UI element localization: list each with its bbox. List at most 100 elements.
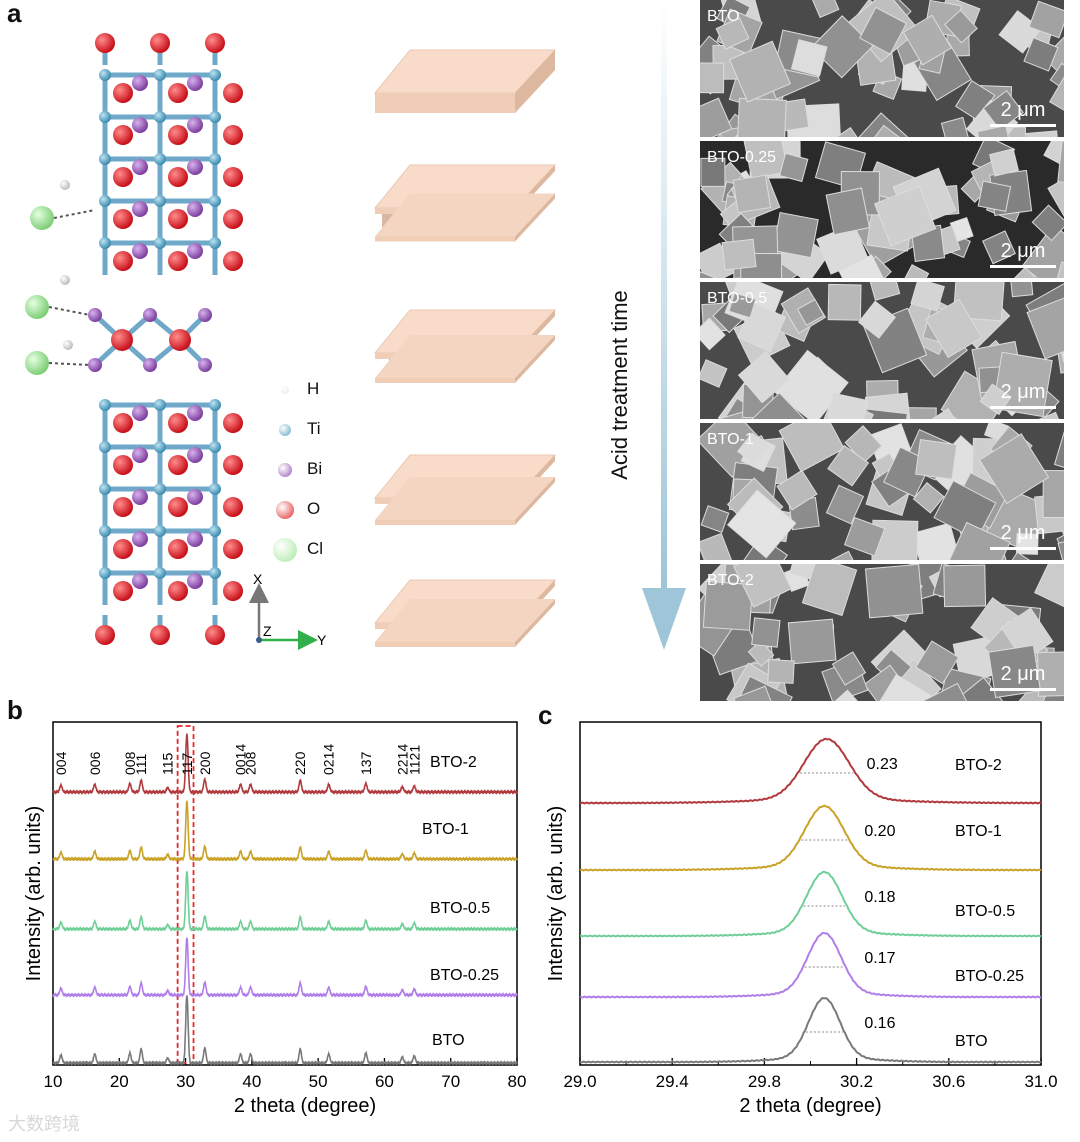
- sem-image-bto: BTO 2 μm: [700, 0, 1064, 137]
- x-tick-label: 29.8: [748, 1072, 781, 1091]
- y-axis-title: Intensity (arb. units): [545, 806, 567, 982]
- oxygen-atom: [168, 581, 188, 601]
- bismuth-atom: [198, 358, 212, 372]
- peak-label: 0214: [321, 744, 337, 775]
- bismuth-atom: [187, 201, 203, 217]
- chlorine-atom: [30, 206, 54, 230]
- fwhm-value: 0.23: [867, 756, 898, 773]
- peak-label: 0014: [233, 744, 249, 775]
- series-label: BTO-2: [955, 757, 1002, 774]
- bismuth-atom: [187, 489, 203, 505]
- titanium-atom: [99, 567, 111, 579]
- sem-image-bto-1: BTO-1 2 μm: [700, 423, 1064, 560]
- slab-stack: [373, 579, 557, 647]
- oxygen-atom: [113, 413, 133, 433]
- slab-stack: [373, 49, 557, 113]
- bismuth-atom: [187, 243, 203, 259]
- oxygen-atom: [223, 539, 243, 559]
- titanium-atom: [209, 399, 221, 411]
- oxygen-atom: [111, 329, 133, 351]
- acid-treatment-arrow: [642, 0, 686, 650]
- series-line-bto-2: [52, 733, 518, 795]
- bismuth-atom: [132, 531, 148, 547]
- titanium-atom: [154, 525, 166, 537]
- oxygen-atom: [223, 497, 243, 517]
- fwhm-value: 0.16: [864, 1015, 895, 1032]
- scale-bar-label: 2 μm: [1000, 381, 1046, 403]
- series-label: BTO: [955, 1033, 988, 1050]
- titanium-atom: [154, 195, 166, 207]
- bismuth-atom: [187, 573, 203, 589]
- crystal-structure: [25, 33, 243, 645]
- titanium-atom: [209, 237, 221, 249]
- peak-label: 008: [122, 751, 138, 775]
- chlorine-atom: [25, 351, 49, 375]
- scale-bar-line: [990, 406, 1056, 409]
- oxygen-atom: [113, 497, 133, 517]
- titanium-atom: [209, 69, 221, 81]
- panel-c-letter: c: [538, 700, 553, 730]
- oxygen-atom: [113, 125, 133, 145]
- bismuth-atom: [187, 117, 203, 133]
- x-tick-label: 31.0: [1024, 1072, 1057, 1091]
- titanium-atom: [154, 69, 166, 81]
- titanium-atom: [209, 483, 221, 495]
- titanium-atom: [99, 525, 111, 537]
- titanium-atom: [99, 111, 111, 123]
- titanium-atom: [154, 483, 166, 495]
- oxygen-atom: [95, 625, 115, 645]
- oxygen-atom: [168, 413, 188, 433]
- highlight-box: [176, 725, 195, 1064]
- titanium-atom: [209, 195, 221, 207]
- sem-texture: [700, 564, 1064, 701]
- axis-y-label: Y: [317, 632, 327, 648]
- titanium-atom: [99, 441, 111, 453]
- x-tick-label: 30.6: [932, 1072, 965, 1091]
- fwhm-value: 0.17: [864, 950, 895, 967]
- sem-image-bto-0.25: BTO-0.25 2 μm: [700, 141, 1064, 278]
- oxygen-atom: [169, 329, 191, 351]
- oxygen-atom: [223, 413, 243, 433]
- bismuth-atom: [132, 243, 148, 259]
- titanium-atom: [209, 441, 221, 453]
- oxygen-atom: [223, 125, 243, 145]
- peak-label: 208: [243, 751, 259, 775]
- oxygen-atom: [113, 455, 133, 475]
- layer-schematic: [373, 49, 557, 647]
- bismuth-atom: [88, 358, 102, 372]
- peak-label: 200: [197, 751, 213, 775]
- series-line-bto-0.5: [580, 870, 1042, 938]
- oxygen-atom: [113, 209, 133, 229]
- scale-bar: 2 μm: [990, 240, 1056, 268]
- peak-label: 2214: [394, 744, 410, 775]
- oxygen-atom: [113, 83, 133, 103]
- panel-b-letter: b: [7, 695, 23, 725]
- bismuth-atom: [88, 308, 102, 322]
- x-tick-label: 60: [375, 1072, 394, 1091]
- oxygen-atom: [150, 625, 170, 645]
- oxygen-atom: [168, 167, 188, 187]
- scale-bar-line: [990, 265, 1056, 268]
- oxygen-atom: [150, 33, 170, 53]
- bismuth-atom: [187, 405, 203, 421]
- oxygen-atom: [223, 455, 243, 475]
- peak-label: 111: [133, 754, 149, 775]
- series-label: BTO-2: [430, 754, 477, 771]
- peak-label: 004: [53, 751, 69, 775]
- oxygen-atom: [223, 209, 243, 229]
- hydrogen-atom: [63, 340, 73, 350]
- titanium-atom: [209, 111, 221, 123]
- titanium-atom: [209, 525, 221, 537]
- scale-bar-label: 2 μm: [1000, 99, 1046, 121]
- oxygen-atom: [113, 581, 133, 601]
- legend-h-icon: [281, 386, 289, 394]
- titanium-atom: [99, 69, 111, 81]
- x-tick-label: 50: [309, 1072, 328, 1091]
- fwhm-value: 0.18: [864, 889, 895, 906]
- series-line-bto-0.5: [52, 871, 518, 932]
- legend-cl-label: Cl: [307, 539, 324, 558]
- titanium-atom: [99, 399, 111, 411]
- fwhm-value: 0.20: [864, 823, 895, 840]
- bismuth-atom: [132, 405, 148, 421]
- oxygen-atom: [205, 625, 225, 645]
